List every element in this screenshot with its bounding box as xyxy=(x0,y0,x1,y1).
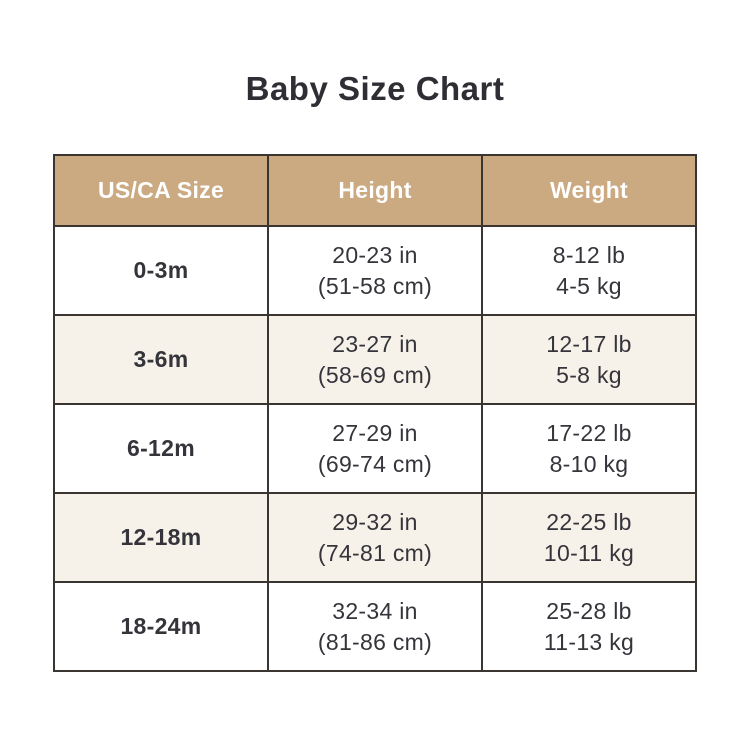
weight-kilograms: 4-5 kg xyxy=(556,272,622,299)
height-centimeters: (74-81 cm) xyxy=(317,539,433,566)
column-header-weight: Weight xyxy=(481,154,697,227)
table-row: 3-6m 23-27 in (58-69 cm) 12-17 lb 5-8 kg xyxy=(53,314,697,405)
height-inches: 29-32 in xyxy=(332,508,418,535)
column-header-height: Height xyxy=(267,154,483,227)
height-inches: 23-27 in xyxy=(332,330,418,357)
table-body: 0-3m 20-23 in (51-58 cm) 8-12 lb 4-5 kg … xyxy=(53,225,697,672)
table-header-row: US/CA Size Height Weight xyxy=(53,154,697,227)
weight-kilograms: 5-8 kg xyxy=(556,361,622,388)
height-inches: 32-34 in xyxy=(332,597,418,624)
table-row: 12-18m 29-32 in (74-81 cm) 22-25 lb 10-1… xyxy=(53,492,697,583)
page-title: Baby Size Chart xyxy=(245,70,505,107)
height-centimeters: (58-69 cm) xyxy=(317,361,433,388)
table-row: 6-12m 27-29 in (69-74 cm) 17-22 lb 8-10 … xyxy=(53,403,697,494)
weight-pounds: 17-22 lb xyxy=(546,419,632,446)
weight-kilograms: 8-10 kg xyxy=(549,450,629,477)
size-cell: 18-24m xyxy=(53,581,269,672)
weight-pounds: 8-12 lb xyxy=(552,241,626,268)
height-centimeters: (69-74 cm) xyxy=(317,450,433,477)
weight-cell: 8-12 lb 4-5 kg xyxy=(481,225,697,316)
weight-pounds: 12-17 lb xyxy=(546,330,632,357)
size-cell: 12-18m xyxy=(53,492,269,583)
baby-size-table: US/CA Size Height Weight 0-3m 20-23 in (… xyxy=(53,154,697,672)
height-cell: 29-32 in (74-81 cm) xyxy=(267,492,483,583)
size-cell: 0-3m xyxy=(53,225,269,316)
height-cell: 23-27 in (58-69 cm) xyxy=(267,314,483,405)
weight-kilograms: 10-11 kg xyxy=(543,539,635,566)
height-cell: 32-34 in (81-86 cm) xyxy=(267,581,483,672)
height-inches: 27-29 in xyxy=(332,419,418,446)
size-cell: 3-6m xyxy=(53,314,269,405)
weight-cell: 22-25 lb 10-11 kg xyxy=(481,492,697,583)
table-header: US/CA Size Height Weight xyxy=(53,154,697,227)
weight-pounds: 22-25 lb xyxy=(546,508,632,535)
table-row: 0-3m 20-23 in (51-58 cm) 8-12 lb 4-5 kg xyxy=(53,225,697,316)
table-row: 18-24m 32-34 in (81-86 cm) 25-28 lb 11-1… xyxy=(53,581,697,672)
weight-kilograms: 11-13 kg xyxy=(543,628,635,655)
size-cell: 6-12m xyxy=(53,403,269,494)
weight-cell: 25-28 lb 11-13 kg xyxy=(481,581,697,672)
height-centimeters: (81-86 cm) xyxy=(317,628,433,655)
height-inches: 20-23 in xyxy=(332,241,418,268)
height-cell: 27-29 in (69-74 cm) xyxy=(267,403,483,494)
weight-pounds: 25-28 lb xyxy=(546,597,632,624)
column-header-size: US/CA Size xyxy=(53,154,269,227)
weight-cell: 12-17 lb 5-8 kg xyxy=(481,314,697,405)
weight-cell: 17-22 lb 8-10 kg xyxy=(481,403,697,494)
height-centimeters: (51-58 cm) xyxy=(317,272,433,299)
height-cell: 20-23 in (51-58 cm) xyxy=(267,225,483,316)
